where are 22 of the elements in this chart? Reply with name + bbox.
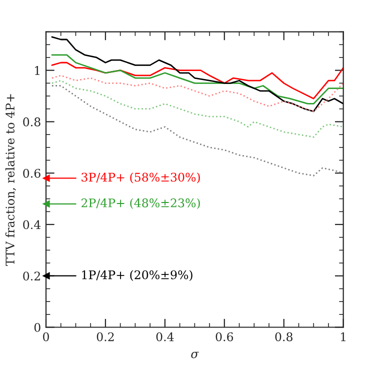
line-series xyxy=(51,74,344,112)
legend-label: 2P/4P+ (48%±23%) xyxy=(82,198,200,210)
y-tick-label: 0.2 xyxy=(23,272,40,281)
line-series xyxy=(51,62,344,100)
y-tick-label: 1 xyxy=(35,66,40,75)
y-tick-label: 0 xyxy=(34,322,40,332)
legend-label: 1P/4P+ (20%±9%) xyxy=(82,270,192,281)
x-tick-label: 0.2 xyxy=(96,332,114,342)
y-tick-label: 0.6 xyxy=(23,168,40,178)
x-tick-label: 0.6 xyxy=(216,332,234,342)
x-axis-title: σ xyxy=(191,352,199,358)
y-tick-label: 0.4 xyxy=(23,220,41,230)
y-axis-title: TTV fraction, relative to 4P+ xyxy=(5,94,16,266)
legend-label: 3P/4P+ (58%±30%) xyxy=(82,172,200,184)
line-series xyxy=(51,36,344,112)
y-tick-label: 0.8 xyxy=(23,117,40,126)
line-series xyxy=(51,80,344,138)
x-tick-label: 0 xyxy=(43,332,49,342)
x-tick-label: 1 xyxy=(341,332,346,342)
line-series xyxy=(51,54,344,104)
x-tick-label: 0.8 xyxy=(275,332,292,342)
x-tick-label: 0.4 xyxy=(156,332,174,342)
